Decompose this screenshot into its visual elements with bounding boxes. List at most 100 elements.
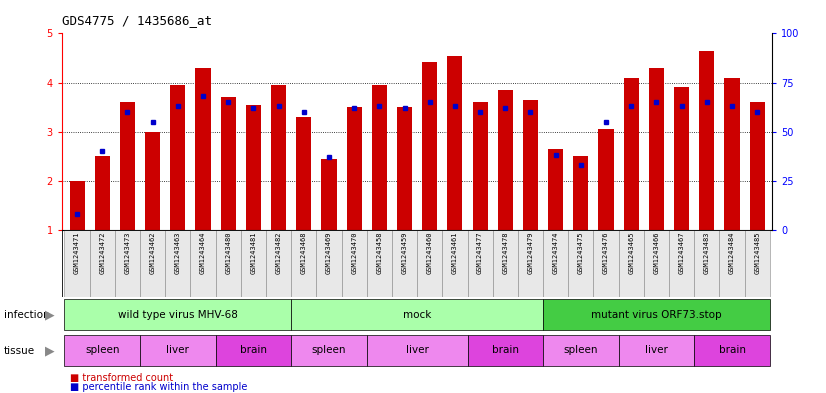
Text: spleen: spleen — [311, 345, 346, 355]
Bar — [246, 105, 261, 230]
Text: GSM1243477: GSM1243477 — [477, 232, 483, 274]
Text: GSM1243463: GSM1243463 — [175, 232, 181, 274]
Bar — [417, 230, 442, 297]
Text: GSM1243471: GSM1243471 — [74, 232, 80, 274]
Bar — [674, 87, 689, 230]
Bar — [719, 230, 744, 297]
Bar — [568, 230, 593, 297]
Text: GSM1243458: GSM1243458 — [377, 232, 382, 274]
Bar — [90, 230, 115, 297]
Text: GSM1243485: GSM1243485 — [754, 232, 760, 274]
Bar — [593, 230, 619, 297]
Text: GSM1243480: GSM1243480 — [225, 232, 231, 274]
Bar — [669, 230, 694, 297]
Text: GSM1243460: GSM1243460 — [427, 232, 433, 274]
Bar — [321, 159, 336, 230]
Text: GSM1243461: GSM1243461 — [452, 232, 458, 274]
Bar — [316, 230, 342, 297]
Text: GSM1243481: GSM1243481 — [250, 232, 256, 274]
Bar — [624, 77, 638, 230]
Bar — [221, 97, 235, 230]
Bar — [292, 299, 543, 331]
Text: GSM1243470: GSM1243470 — [351, 232, 357, 274]
Text: wild type virus MHV-68: wild type virus MHV-68 — [118, 310, 238, 320]
Bar — [442, 230, 468, 297]
Bar — [216, 230, 241, 297]
Bar — [619, 230, 643, 297]
Text: ▶: ▶ — [45, 344, 55, 357]
Bar — [649, 68, 664, 230]
Bar — [619, 334, 694, 366]
Text: GSM1243474: GSM1243474 — [553, 232, 558, 274]
Bar — [292, 230, 316, 297]
Bar — [165, 230, 191, 297]
Bar — [543, 230, 568, 297]
Bar — [518, 230, 543, 297]
Bar — [468, 230, 492, 297]
Bar — [191, 230, 216, 297]
Bar — [724, 77, 739, 230]
Bar — [468, 334, 543, 366]
Text: GSM1243483: GSM1243483 — [704, 232, 710, 274]
Bar — [548, 149, 563, 230]
Bar — [599, 129, 614, 230]
Bar — [145, 132, 160, 230]
Bar — [342, 230, 367, 297]
Text: infection: infection — [4, 310, 50, 320]
Bar — [115, 230, 140, 297]
Bar — [643, 230, 669, 297]
Bar — [700, 51, 714, 230]
Bar — [422, 62, 437, 230]
Bar — [694, 334, 770, 366]
Text: GDS4775 / 1435686_at: GDS4775 / 1435686_at — [62, 14, 212, 27]
Text: brain: brain — [719, 345, 746, 355]
Text: GSM1243473: GSM1243473 — [125, 232, 131, 274]
Text: GSM1243465: GSM1243465 — [629, 232, 634, 274]
Bar — [140, 230, 165, 297]
Text: GSM1243462: GSM1243462 — [150, 232, 155, 274]
Bar — [216, 334, 292, 366]
Text: GSM1243484: GSM1243484 — [729, 232, 735, 274]
Text: spleen: spleen — [85, 345, 120, 355]
Text: ■ transformed count: ■ transformed count — [70, 373, 173, 383]
Bar — [472, 102, 487, 230]
Text: GSM1243472: GSM1243472 — [99, 232, 105, 274]
Text: GSM1243467: GSM1243467 — [679, 232, 685, 274]
Text: GSM1243476: GSM1243476 — [603, 232, 609, 274]
Text: GSM1243466: GSM1243466 — [653, 232, 659, 274]
Text: GSM1243459: GSM1243459 — [401, 232, 407, 274]
Bar — [367, 230, 392, 297]
Text: brain: brain — [240, 345, 267, 355]
Text: ■ percentile rank within the sample: ■ percentile rank within the sample — [70, 382, 248, 392]
Bar — [367, 334, 468, 366]
Bar — [120, 102, 135, 230]
Bar — [397, 107, 412, 230]
Text: mock: mock — [403, 310, 431, 320]
Text: GSM1243468: GSM1243468 — [301, 232, 306, 274]
Text: brain: brain — [491, 345, 519, 355]
Text: liver: liver — [645, 345, 668, 355]
Text: GSM1243478: GSM1243478 — [502, 232, 508, 274]
Bar — [196, 68, 211, 230]
Text: GSM1243479: GSM1243479 — [528, 232, 534, 274]
Bar — [64, 299, 292, 331]
Text: liver: liver — [406, 345, 429, 355]
Text: GSM1243464: GSM1243464 — [200, 232, 206, 274]
Text: GSM1243475: GSM1243475 — [578, 232, 584, 274]
Bar — [573, 156, 588, 230]
Text: mutant virus ORF73.stop: mutant virus ORF73.stop — [591, 310, 722, 320]
Text: ▶: ▶ — [45, 309, 55, 322]
Text: GSM1243482: GSM1243482 — [276, 232, 282, 274]
Bar — [392, 230, 417, 297]
Bar — [271, 85, 286, 230]
Text: tissue: tissue — [4, 345, 36, 356]
Bar — [448, 55, 463, 230]
Bar — [170, 85, 185, 230]
Bar — [292, 334, 367, 366]
Bar — [140, 334, 216, 366]
Bar — [266, 230, 292, 297]
Bar — [95, 156, 110, 230]
Bar — [750, 102, 765, 230]
Bar — [372, 85, 387, 230]
Bar — [694, 230, 719, 297]
